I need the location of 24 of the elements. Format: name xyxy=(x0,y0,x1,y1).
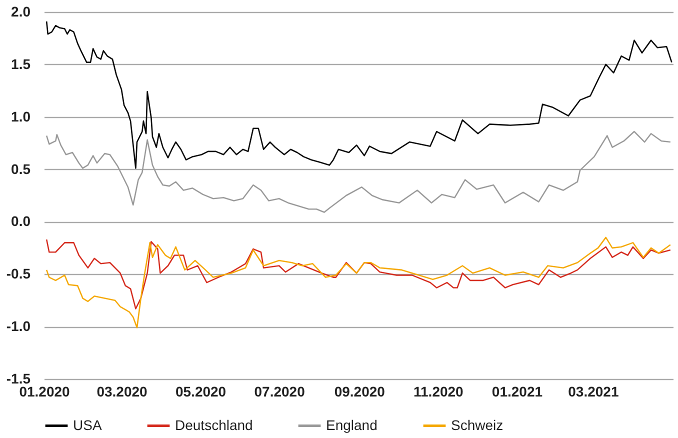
y-tick-label: 0.0 xyxy=(11,213,31,230)
y-tick-label: 0.5 xyxy=(11,160,31,177)
x-tick-label: 11.2020 xyxy=(414,384,464,400)
line-series xyxy=(46,130,672,213)
legend-label: USA xyxy=(73,416,102,433)
x-tick-label: 07.2020 xyxy=(254,384,306,400)
y-tick-label: -1.0 xyxy=(6,318,31,334)
legend-label: Schweiz xyxy=(451,416,504,433)
x-tick-label: 01.2020 xyxy=(19,384,70,400)
x-tick-label: 05.2020 xyxy=(175,384,226,400)
x-tick-label: 09.2020 xyxy=(334,384,386,400)
line-series xyxy=(46,20,672,169)
x-tick-label: 01.2021 xyxy=(492,384,543,400)
x-tick-label: 03.2021 xyxy=(568,384,619,400)
line-series xyxy=(46,238,672,310)
line-series xyxy=(46,236,672,328)
y-tick-label: 1.5 xyxy=(11,56,31,72)
y-tick-label: -1.5 xyxy=(6,370,31,386)
x-tick-label: 03.2020 xyxy=(96,384,148,400)
legend-label: England xyxy=(326,416,378,433)
y-tick-label: 2.0 xyxy=(11,4,31,20)
y-tick-label: 1.0 xyxy=(11,108,31,124)
legend-label: Deutschland xyxy=(175,416,253,433)
y-tick-label: -0.5 xyxy=(6,266,31,282)
